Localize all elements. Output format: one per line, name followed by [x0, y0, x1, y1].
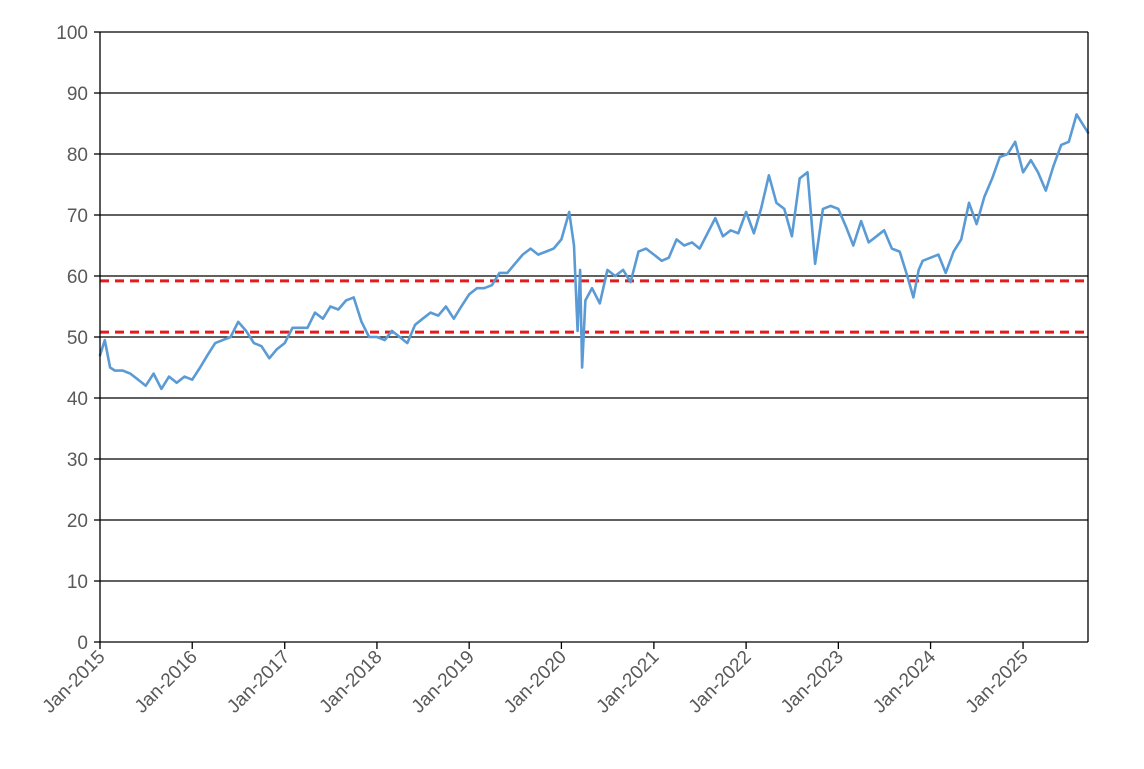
y-tick-label: 90	[67, 84, 88, 105]
x-tick-label: Jan-2020	[500, 647, 571, 718]
y-tick-label: 10	[67, 572, 88, 593]
y-tick-label: 50	[67, 328, 88, 349]
y-tick-labels: 0 10 20 30 40 50 60 70 80 90 100	[56, 23, 88, 654]
x-tick-label: Jan-2021	[593, 647, 664, 718]
gridlines	[94, 31, 1088, 643]
x-tick-label: Jan-2015	[39, 647, 110, 718]
y-tick-label: 100	[56, 23, 88, 44]
y-tick-label: 40	[67, 389, 88, 410]
axes	[99, 32, 1089, 649]
y-tick-label: 70	[67, 206, 88, 227]
x-tick-labels: Jan-2015 Jan-2016 Jan-2017 Jan-2018 Jan-2019…	[39, 646, 1033, 717]
x-tick-label: Jan-2024	[869, 646, 940, 717]
x-tick-label: Jan-2025	[962, 647, 1033, 718]
y-tick-label: 60	[67, 267, 88, 288]
x-tick-label: Jan-2023	[777, 647, 848, 718]
x-tick-label: Jan-2017	[223, 647, 294, 718]
x-tick-label: Jan-2016	[131, 647, 202, 718]
y-tick-label: 0	[77, 633, 88, 654]
x-tick-label: Jan-2018	[316, 647, 387, 718]
series-line-0	[98, 113, 1090, 391]
y-tick-label: 80	[67, 145, 88, 166]
reference-lines	[100, 279, 1088, 334]
y-tick-label: 20	[67, 511, 88, 532]
series-group	[98, 113, 1090, 391]
x-tick-label: Jan-2019	[408, 647, 479, 718]
x-tick-label: Jan-2022	[685, 647, 756, 718]
y-tick-label: 30	[67, 450, 88, 471]
